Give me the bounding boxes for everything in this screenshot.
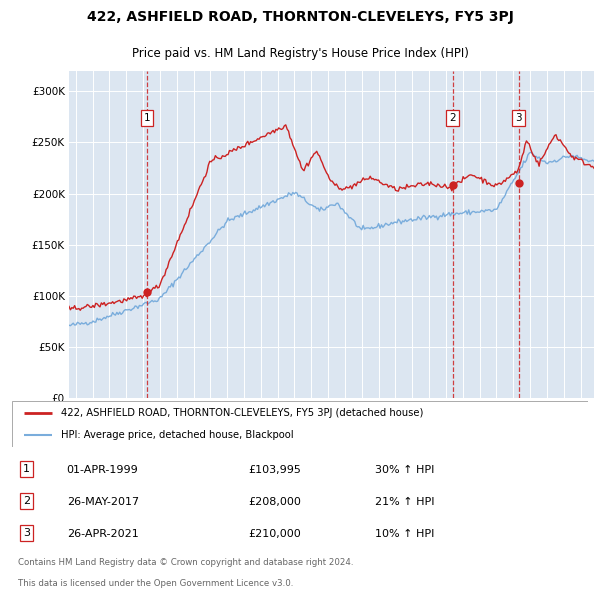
Text: 2: 2 xyxy=(449,113,456,123)
Text: 26-APR-2021: 26-APR-2021 xyxy=(67,529,139,539)
Text: 422, ASHFIELD ROAD, THORNTON-CLEVELEYS, FY5 3PJ: 422, ASHFIELD ROAD, THORNTON-CLEVELEYS, … xyxy=(86,10,514,24)
Text: 30% ↑ HPI: 30% ↑ HPI xyxy=(375,465,434,475)
Text: 10% ↑ HPI: 10% ↑ HPI xyxy=(375,529,434,539)
Text: £210,000: £210,000 xyxy=(248,529,301,539)
FancyBboxPatch shape xyxy=(12,401,588,447)
Text: 1: 1 xyxy=(144,113,151,123)
Text: £208,000: £208,000 xyxy=(248,497,301,507)
Text: 3: 3 xyxy=(23,528,30,538)
Text: This data is licensed under the Open Government Licence v3.0.: This data is licensed under the Open Gov… xyxy=(18,579,293,588)
Text: 1: 1 xyxy=(23,464,30,474)
Text: 01-APR-1999: 01-APR-1999 xyxy=(67,465,139,475)
Text: HPI: Average price, detached house, Blackpool: HPI: Average price, detached house, Blac… xyxy=(61,430,293,440)
Text: Price paid vs. HM Land Registry's House Price Index (HPI): Price paid vs. HM Land Registry's House … xyxy=(131,48,469,61)
Text: 422, ASHFIELD ROAD, THORNTON-CLEVELEYS, FY5 3PJ (detached house): 422, ASHFIELD ROAD, THORNTON-CLEVELEYS, … xyxy=(61,408,424,418)
Text: 3: 3 xyxy=(515,113,522,123)
Text: 2: 2 xyxy=(23,496,30,506)
Text: £103,995: £103,995 xyxy=(248,465,301,475)
Text: 21% ↑ HPI: 21% ↑ HPI xyxy=(375,497,434,507)
Text: 26-MAY-2017: 26-MAY-2017 xyxy=(67,497,139,507)
Text: Contains HM Land Registry data © Crown copyright and database right 2024.: Contains HM Land Registry data © Crown c… xyxy=(18,558,353,567)
